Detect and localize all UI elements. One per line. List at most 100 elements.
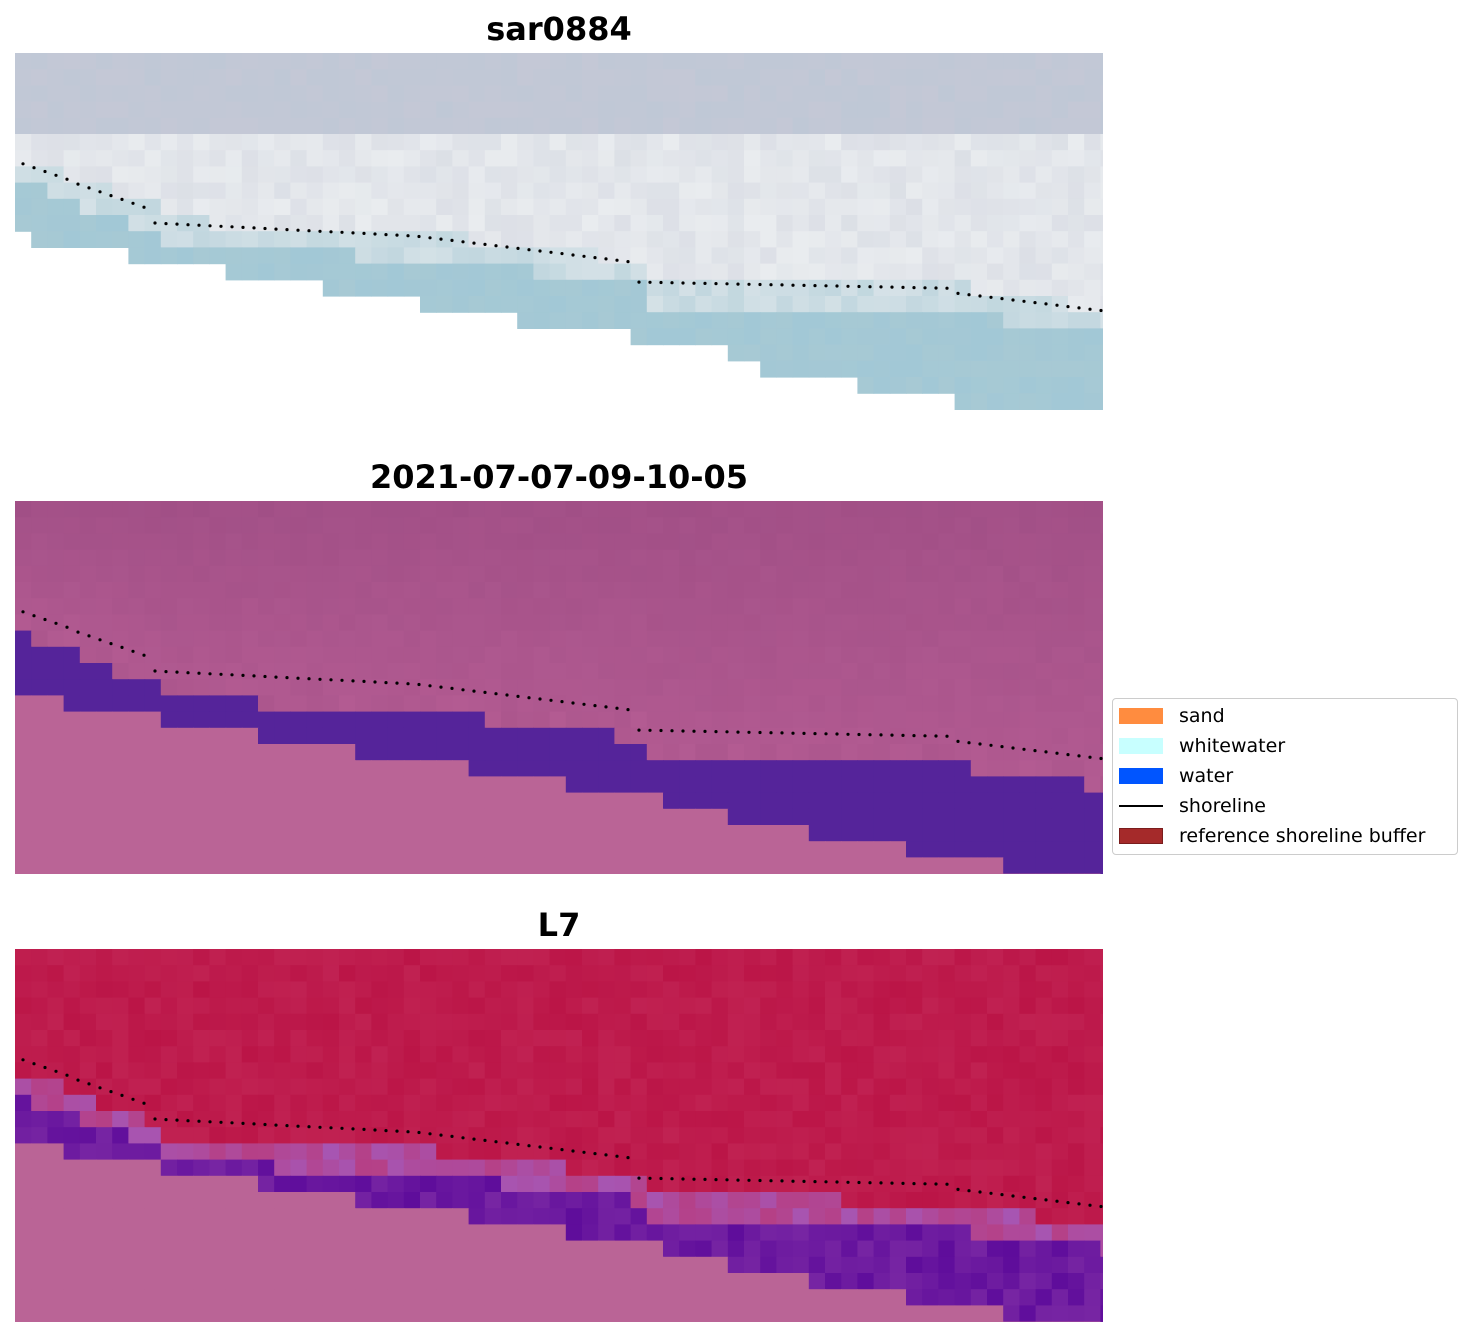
pixel-cell xyxy=(1084,965,1101,982)
pixel-cell xyxy=(679,1143,696,1161)
pixel-cell xyxy=(614,549,632,567)
pixel-cell xyxy=(792,134,810,151)
pixel-cell xyxy=(582,792,599,810)
pixel-cell xyxy=(857,981,875,999)
pixel-cell xyxy=(695,711,713,729)
pixel-cell xyxy=(582,598,599,615)
pixel-cell xyxy=(906,582,923,599)
pixel-cell xyxy=(873,663,891,680)
pixel-cell xyxy=(452,997,470,1015)
pixel-cell xyxy=(744,663,761,680)
pixel-cell xyxy=(695,533,713,551)
pixel-cell xyxy=(209,85,227,103)
pixel-cell xyxy=(339,744,356,761)
pixel-cell xyxy=(274,1208,291,1225)
pixel-cell xyxy=(987,598,1004,615)
pixel-cell xyxy=(501,679,518,696)
pixel-cell xyxy=(274,501,291,518)
pixel-cell xyxy=(549,1289,567,1306)
pixel-cell xyxy=(646,117,664,135)
pixel-cell xyxy=(274,101,291,119)
pixel-cell xyxy=(744,182,761,200)
pixel-cell xyxy=(889,328,907,346)
pixel-cell xyxy=(15,501,32,518)
pixel-cell xyxy=(841,279,858,297)
pixel-cell xyxy=(436,1046,453,1063)
pixel-cell xyxy=(711,711,729,729)
pixel-cell xyxy=(322,598,340,615)
pixel-cell xyxy=(225,198,243,216)
pixel-cell xyxy=(371,1175,389,1193)
pixel-cell xyxy=(96,1175,113,1193)
shoreline-point xyxy=(384,233,388,237)
pixel-cell xyxy=(857,614,875,632)
pixel-cell xyxy=(339,582,356,599)
pixel-cell xyxy=(598,727,615,745)
pixel-cell xyxy=(274,1224,291,1242)
pixel-cell xyxy=(306,215,324,232)
pixel-cell xyxy=(598,792,615,810)
pixel-cell xyxy=(517,1256,534,1274)
pixel-cell xyxy=(1035,997,1053,1015)
pixel-cell xyxy=(1084,263,1101,281)
pixel-cell xyxy=(63,1273,81,1290)
shoreline-point xyxy=(197,671,201,675)
pixel-cell xyxy=(808,263,826,281)
pixel-cell xyxy=(922,85,939,103)
pixel-cell xyxy=(322,695,340,713)
shoreline-point xyxy=(76,630,80,634)
pixel-cell xyxy=(954,630,972,648)
pixel-cell xyxy=(452,1224,470,1242)
pixel-cell xyxy=(452,857,470,874)
pixel-cell xyxy=(274,857,291,874)
shoreline-point xyxy=(582,254,586,258)
pixel-cell xyxy=(177,949,194,966)
pixel-cell xyxy=(501,215,518,232)
pixel-cell xyxy=(646,1127,664,1144)
pixel-cell xyxy=(582,1046,599,1063)
shoreline-point xyxy=(879,1181,883,1185)
pixel-cell xyxy=(322,997,340,1015)
pixel-cell xyxy=(873,1256,891,1274)
pixel-cell xyxy=(727,1078,745,1096)
pixel-cell xyxy=(857,517,875,534)
pixel-cell xyxy=(96,1030,113,1047)
pixel-cell xyxy=(177,1062,194,1080)
pixel-cell xyxy=(501,517,518,534)
pixel-cell xyxy=(711,517,729,534)
pixel-cell xyxy=(1035,808,1053,826)
shoreline-point xyxy=(890,285,894,289)
pixel-cell xyxy=(1051,1208,1069,1225)
pixel-cell xyxy=(1019,744,1037,761)
pixel-cell xyxy=(290,857,308,874)
pixel-cell xyxy=(63,965,81,982)
pixel-cell xyxy=(987,517,1004,534)
pixel-cell xyxy=(225,101,243,119)
pixel-cell xyxy=(193,182,210,200)
pixel-cell xyxy=(1100,296,1103,313)
pixel-cell xyxy=(663,296,680,313)
pixel-cell xyxy=(938,198,956,216)
pixel-cell xyxy=(630,663,648,680)
pixel-cell xyxy=(630,1046,648,1063)
pixel-cell xyxy=(533,1192,551,1209)
pixel-cell xyxy=(1003,981,1020,999)
pixel-cell xyxy=(695,598,713,615)
pixel-cell xyxy=(47,1240,65,1258)
pixel-cell xyxy=(760,744,777,761)
pixel-cell xyxy=(695,1289,713,1306)
pixel-cell xyxy=(598,247,615,265)
pixel-cell xyxy=(679,965,696,982)
pixel-cell xyxy=(533,1240,551,1258)
pixel-cell xyxy=(128,1305,146,1322)
pixel-cell xyxy=(306,1192,324,1209)
pixel-cell xyxy=(987,965,1004,982)
pixel-cell xyxy=(177,1013,194,1031)
pixel-cell xyxy=(808,565,826,583)
pixel-cell xyxy=(96,1013,113,1031)
pixel-cell xyxy=(63,1192,81,1209)
pixel-cell xyxy=(776,198,794,216)
pixel-cell xyxy=(371,69,389,86)
pixel-cell xyxy=(1051,1256,1069,1274)
pixel-cell xyxy=(857,1273,875,1290)
